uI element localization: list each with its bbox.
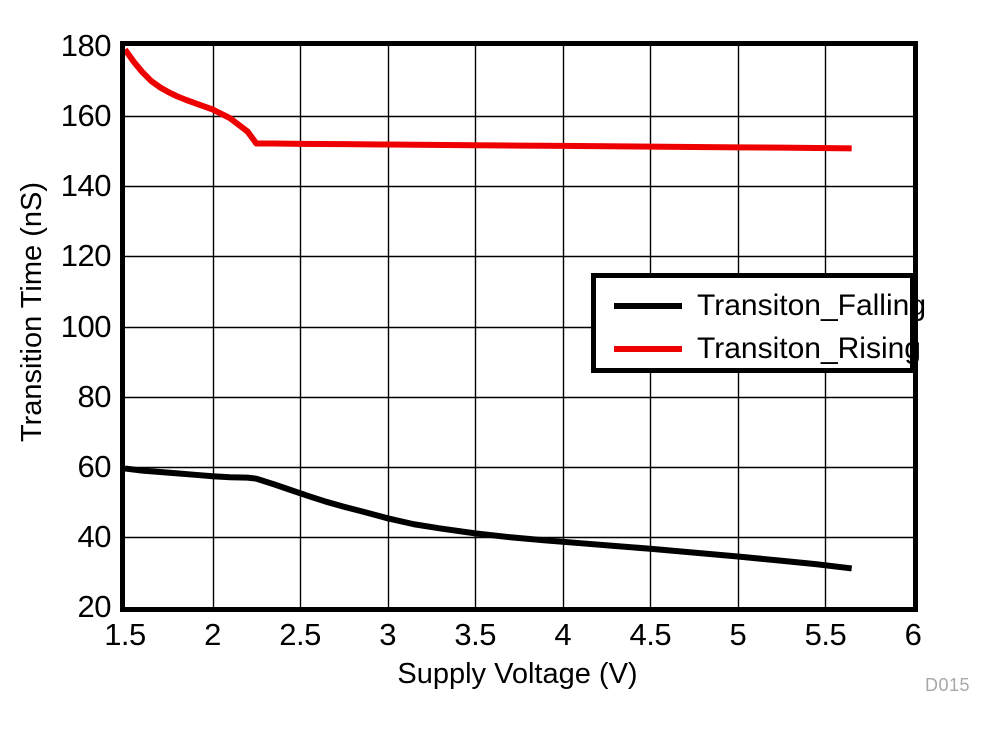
x-tick-label: 4	[554, 617, 572, 652]
x-tick-label: 3	[379, 617, 397, 652]
data-series-layer	[125, 47, 853, 572]
y-axis-title-wrapper: Transition Time (nS)	[15, 32, 49, 592]
legend-swatch-falling	[614, 302, 682, 309]
legend-item-falling: Transiton_Falling	[596, 284, 926, 327]
series-line	[125, 465, 853, 572]
figure-id-watermark: D015	[925, 675, 971, 695]
legend-item-rising: Transiton_Rising	[596, 327, 921, 370]
y-tick-label: 100	[60, 308, 112, 344]
y-tick-label: 40	[77, 518, 112, 554]
x-axis-title: Supply Voltage (V)	[397, 658, 638, 690]
y-tick-label: 20	[77, 589, 112, 624]
x-tick-label: 3.5	[454, 617, 497, 652]
y-tick-label: 80	[77, 378, 112, 414]
y-axis-title: Transition Time (nS)	[16, 182, 48, 442]
legend-swatch-rising	[614, 345, 682, 352]
y-tick-label: 180	[60, 28, 112, 63]
x-axis-tick-labels: 1.5 2 2.5 3 3.5 4 4.5 5 5.5 6	[0, 619, 998, 659]
y-tick-label: 60	[77, 448, 112, 484]
x-tick-label: 6	[904, 617, 922, 652]
legend-label-rising: Transiton_Rising	[697, 331, 921, 365]
y-tick-label: 140	[60, 168, 112, 204]
y-tick-label: 120	[60, 238, 112, 274]
x-tick-label: 5.5	[804, 617, 847, 652]
x-tick-label: 2.5	[279, 617, 321, 652]
y-tick-label: 160	[60, 98, 112, 134]
y-axis-tick-labels: 20 40 60 80 100 120 140 160 180	[0, 0, 112, 734]
x-tick-label: 4.5	[629, 617, 672, 652]
series-line	[125, 47, 852, 152]
legend: Transiton_Falling Transiton_Rising	[591, 273, 926, 373]
x-tick-label: 1.5	[104, 617, 146, 652]
x-tick-label: 5	[729, 617, 747, 652]
legend-label-falling: Transiton_Falling	[697, 288, 926, 322]
x-tick-label: 2	[204, 617, 221, 652]
